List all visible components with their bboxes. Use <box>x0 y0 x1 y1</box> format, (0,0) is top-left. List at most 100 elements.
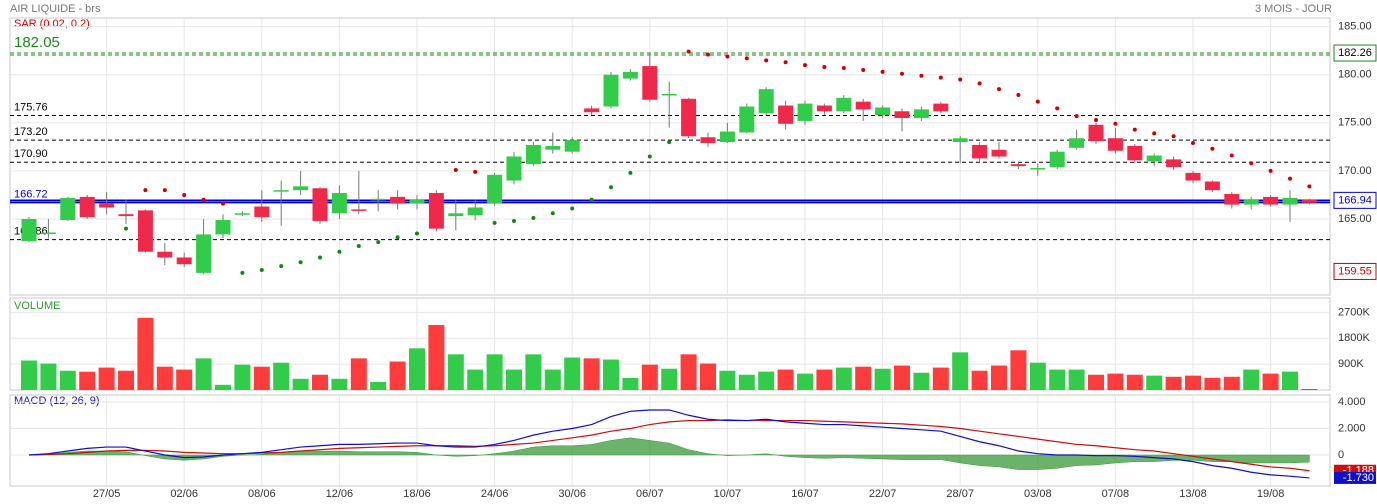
sar-dot <box>1307 184 1312 189</box>
volume-bar <box>777 369 794 390</box>
sar-dot <box>919 73 924 78</box>
panel-title: VOLUME <box>14 300 60 312</box>
x-tick-label: 18/06 <box>403 488 431 500</box>
x-tick-label: 27/05 <box>93 488 121 500</box>
candle-body <box>293 186 309 191</box>
volume-bar <box>273 362 290 390</box>
sar-dot <box>628 170 633 175</box>
sar-dot <box>1229 153 1234 158</box>
volume-bar <box>1185 375 1201 390</box>
candle-body <box>933 103 949 112</box>
sar-dot <box>1055 106 1060 111</box>
sar-dot <box>298 260 303 265</box>
level-label: 175.76 <box>14 101 48 113</box>
candle-body <box>681 98 697 137</box>
volume-bar <box>506 369 522 390</box>
sar-dot <box>356 243 361 248</box>
candle-body <box>79 196 95 218</box>
y-tick-label: 0 <box>1338 449 1344 461</box>
volume-bar <box>913 372 930 390</box>
volume-bar <box>1126 374 1143 390</box>
value-box <box>1334 471 1376 484</box>
volume-bar <box>409 348 425 390</box>
sar-dot <box>124 226 128 231</box>
volume-bar <box>564 357 581 390</box>
x-tick-label: 16/07 <box>791 488 819 500</box>
candle-body <box>118 214 134 217</box>
candle-body <box>506 156 522 181</box>
sar-dot <box>453 167 458 172</box>
sar-dot <box>822 65 827 70</box>
volume-bar <box>350 358 367 390</box>
candle-body <box>215 219 231 235</box>
sar-dot <box>1074 114 1079 119</box>
candle-body <box>894 111 910 119</box>
candle-body <box>1010 164 1026 167</box>
candle-body <box>137 210 153 252</box>
volume-bar <box>1282 371 1298 390</box>
level-label: 182.05 <box>14 34 60 51</box>
candle-body <box>370 198 386 201</box>
volume-bar <box>1243 369 1260 390</box>
volume-bar <box>525 354 542 390</box>
sar-dot <box>803 63 807 68</box>
sar-dot <box>744 56 749 61</box>
sar-dot <box>1288 176 1292 181</box>
sar-dot <box>531 216 536 221</box>
candle-body <box>913 109 929 119</box>
sar-dot <box>1171 134 1176 139</box>
volume-bar <box>971 370 988 390</box>
sar-dot <box>318 255 322 260</box>
candle-body <box>331 193 347 214</box>
volume-bar <box>1301 388 1318 390</box>
volume-bar <box>331 378 348 390</box>
indicator-label: SAR (0.02, 0.2) <box>14 18 90 30</box>
x-tick-label: 22/07 <box>869 488 897 500</box>
candle-body <box>351 209 367 211</box>
sar-dot <box>997 87 1001 92</box>
sar-dot <box>279 264 284 269</box>
volume-bar <box>1068 369 1085 390</box>
candle-body <box>564 140 580 152</box>
sar-dot <box>880 69 885 74</box>
x-tick-label: 02/06 <box>170 488 198 500</box>
value-label: -1.730 <box>1343 472 1374 484</box>
x-tick-label: 07/08 <box>1102 488 1130 500</box>
candle-body <box>428 193 444 229</box>
sar-dot <box>1210 146 1215 151</box>
candle-body <box>1030 168 1046 170</box>
volume-bar <box>1262 373 1279 390</box>
candle-body <box>60 197 76 220</box>
candle-body <box>603 74 619 107</box>
candle-body <box>1088 124 1104 142</box>
x-tick-label: 12/06 <box>326 488 354 500</box>
y-tick-label: 175.00 <box>1338 117 1372 129</box>
sar-dot <box>938 75 943 80</box>
candle-body <box>21 219 37 242</box>
y-tick-label: 185.00 <box>1338 21 1372 33</box>
volume-bar <box>1088 374 1104 390</box>
candle-body <box>797 103 813 121</box>
sar-dot <box>841 66 846 71</box>
candle-body <box>525 144 541 165</box>
chart-title: AIR LIQUIDE - brs <box>10 3 101 15</box>
candle-body <box>1282 197 1298 205</box>
x-tick-label: 03/08 <box>1024 488 1052 500</box>
candle-body <box>390 196 406 204</box>
candle-body <box>1185 172 1201 181</box>
sar-dot <box>473 169 478 174</box>
volume-bar <box>991 365 1007 390</box>
candle-body <box>40 232 56 234</box>
histogram-area <box>28 437 1310 470</box>
sar-dot <box>1191 141 1195 146</box>
candle-body <box>1224 194 1240 205</box>
sar-dot <box>647 154 652 159</box>
volume-bar <box>952 352 969 390</box>
candle-body <box>661 93 677 96</box>
candle-body <box>1166 159 1182 168</box>
sar-dot <box>1268 168 1273 173</box>
sar-dot <box>337 249 342 254</box>
volume-bar <box>312 374 328 390</box>
volume-bar <box>1010 350 1027 390</box>
candle-body <box>1243 199 1259 205</box>
